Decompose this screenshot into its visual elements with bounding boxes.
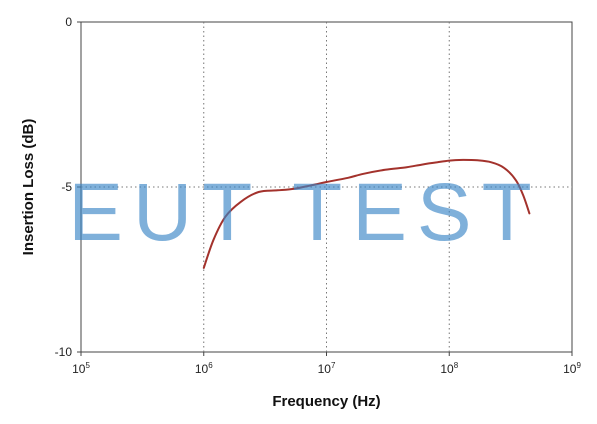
y-axis-title: Insertion Loss (dB) xyxy=(20,119,37,256)
x-tick-label-base: 10 xyxy=(195,362,209,376)
y-tick-label: -10 xyxy=(55,345,73,359)
x-tick-label: 107 xyxy=(318,361,336,376)
x-tick-label-exponent: 7 xyxy=(331,361,336,370)
x-axis-title: Frequency (Hz) xyxy=(272,393,380,410)
grid-lines xyxy=(81,22,572,352)
y-axis-tick-labels: 0 -5 -10 xyxy=(55,15,73,359)
x-tick-label-exponent: 9 xyxy=(576,361,581,370)
x-tick-label-exponent: 6 xyxy=(208,361,213,370)
x-tick-label: 106 xyxy=(195,361,213,376)
x-tick-label: 108 xyxy=(440,361,458,376)
tick-marks xyxy=(77,21,573,356)
series-layer xyxy=(202,158,531,269)
x-tick-label-exponent: 5 xyxy=(85,361,90,370)
y-tick-label: 0 xyxy=(65,15,72,29)
x-tick-label: 109 xyxy=(563,361,581,376)
x-tick-label-base: 10 xyxy=(563,362,577,376)
x-tick-label: 105 xyxy=(72,361,90,376)
x-tick-label-base: 10 xyxy=(318,362,332,376)
y-tick-label: -5 xyxy=(61,180,72,194)
x-axis-tick-labels: 105 106 107 108 109 xyxy=(72,361,581,376)
x-tick-label-exponent: 8 xyxy=(454,361,459,370)
x-tick-label-base: 10 xyxy=(440,362,454,376)
x-tick-label-base: 10 xyxy=(72,362,86,376)
watermark-text: EUT TEST xyxy=(68,167,541,258)
series-line-0 xyxy=(202,158,531,269)
